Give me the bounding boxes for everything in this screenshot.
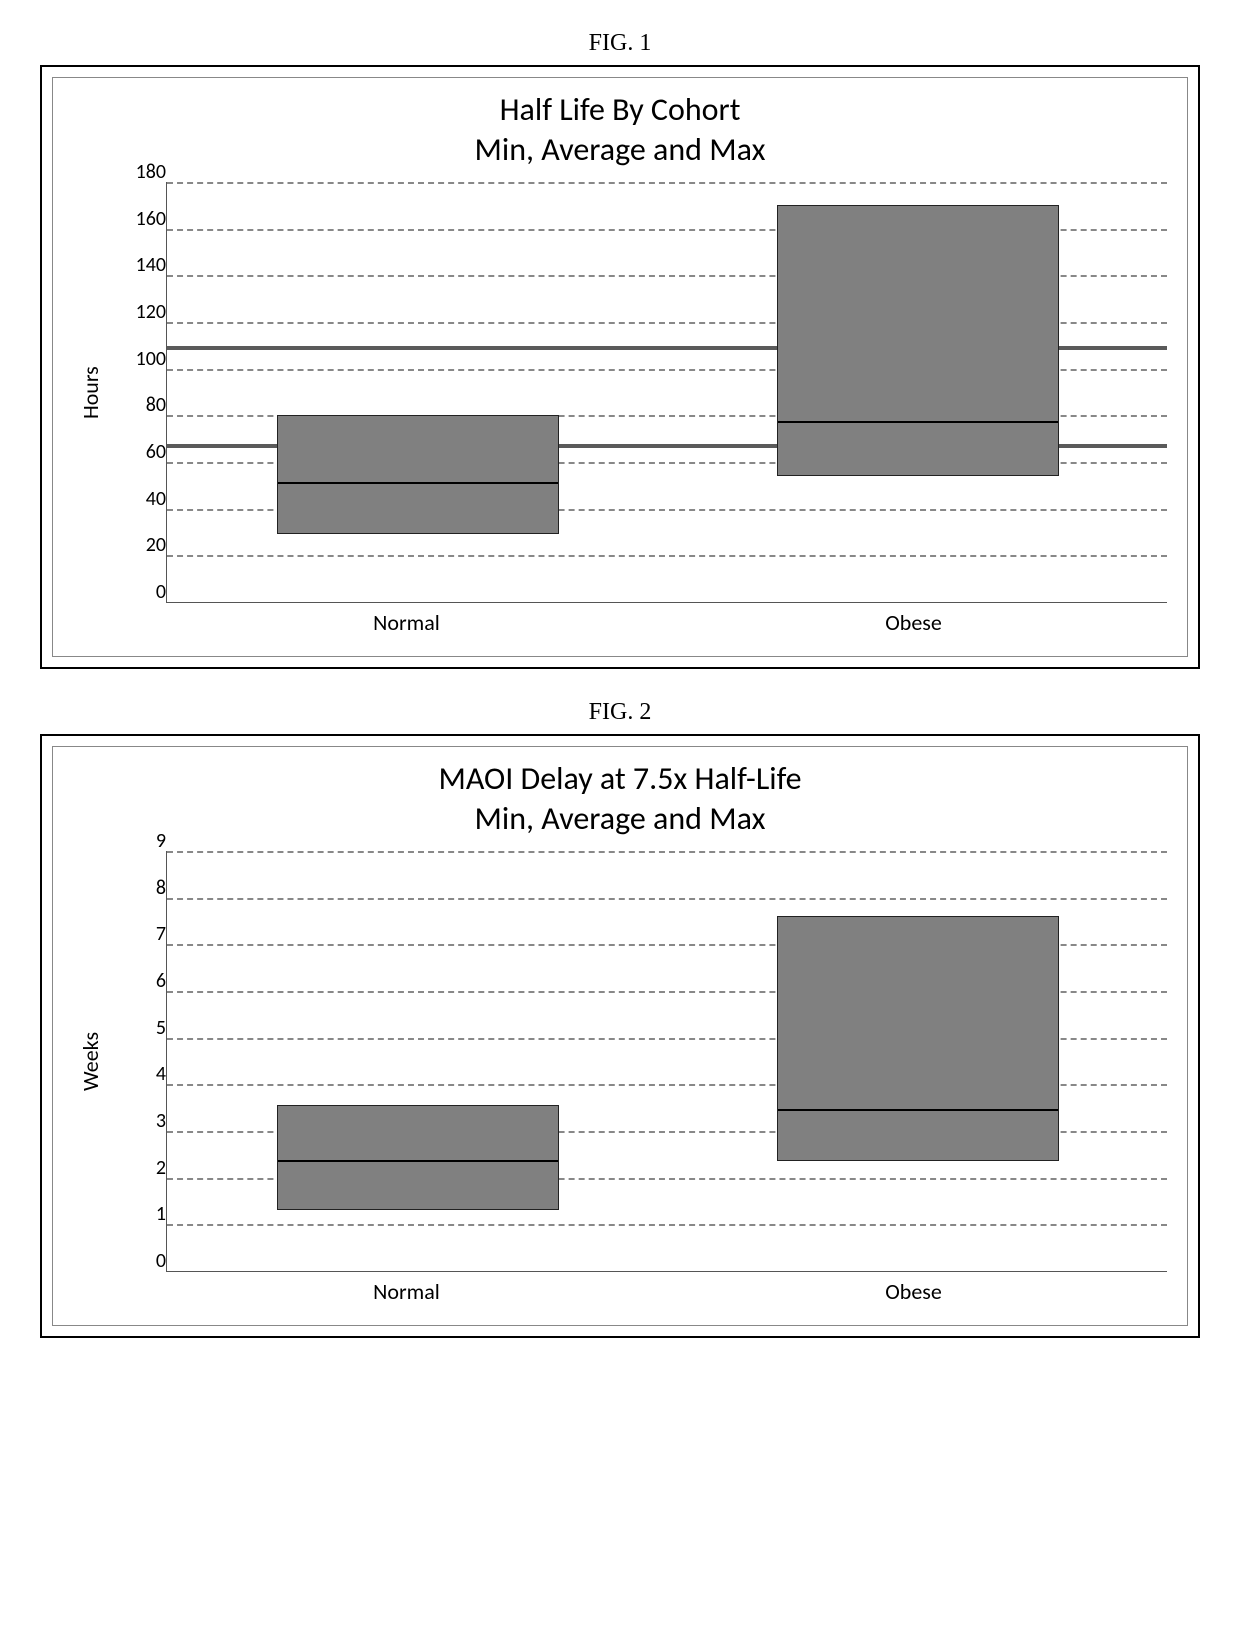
fig1-box-obese [777,205,1059,475]
fig2-outer-frame: MAOI Delay at 7.5x Half-Life Min, Averag… [40,734,1200,1338]
fig2-category-label: Obese [660,1278,1167,1305]
fig1-yaxis: 020406080100120140160180 [108,182,166,602]
fig1-category-label: Obese [660,609,1167,636]
fig1-title-line2: Min, Average and Max [475,130,766,169]
fig2-avg-line [778,1109,1058,1111]
fig1-box-normal [277,415,559,534]
fig1-gridline [167,182,1167,184]
fig1-inner-frame: Half Life By Cohort Min, Average and Max… [52,77,1188,657]
fig1-outer-frame: Half Life By Cohort Min, Average and Max… [40,65,1200,669]
fig2-plot-area [166,851,1167,1272]
fig2-box-obese [777,916,1059,1161]
fig1-avg-line [278,482,558,484]
fig2-ylabel: Weeks [73,851,108,1272]
fig1-avg-line [778,421,1058,423]
fig2-category-label: Normal [153,1278,660,1305]
fig1-category-label: Normal [153,609,660,636]
fig2-yaxis: 0123456789 [108,851,166,1271]
fig2-gridline [167,851,1167,853]
fig1-plot-wrap: Hours 020406080100120140160180 [73,182,1167,603]
fig1-plot-area [166,182,1167,603]
fig1-title-line1: Half Life By Cohort [500,90,741,129]
fig2-title-line2: Min, Average and Max [475,799,766,838]
fig2-label: FIG. 2 [20,699,1220,726]
fig1-title: Half Life By Cohort Min, Average and Max [73,90,1167,170]
fig2-inner-frame: MAOI Delay at 7.5x Half-Life Min, Averag… [52,746,1188,1326]
fig2-title: MAOI Delay at 7.5x Half-Life Min, Averag… [73,759,1167,839]
fig1-label: FIG. 1 [20,30,1220,57]
fig2-avg-line [278,1160,558,1162]
fig2-gridline [167,1224,1167,1226]
fig1-ylabel: Hours [73,182,108,603]
fig2-box-normal [277,1105,559,1210]
fig2-xaxis: NormalObese [73,1272,1167,1305]
fig2-title-line1: MAOI Delay at 7.5x Half-Life [439,759,802,798]
fig1-gridline [167,555,1167,557]
fig2-gridline [167,898,1167,900]
fig2-plot-wrap: Weeks 0123456789 [73,851,1167,1272]
fig1-xaxis: NormalObese [73,603,1167,636]
